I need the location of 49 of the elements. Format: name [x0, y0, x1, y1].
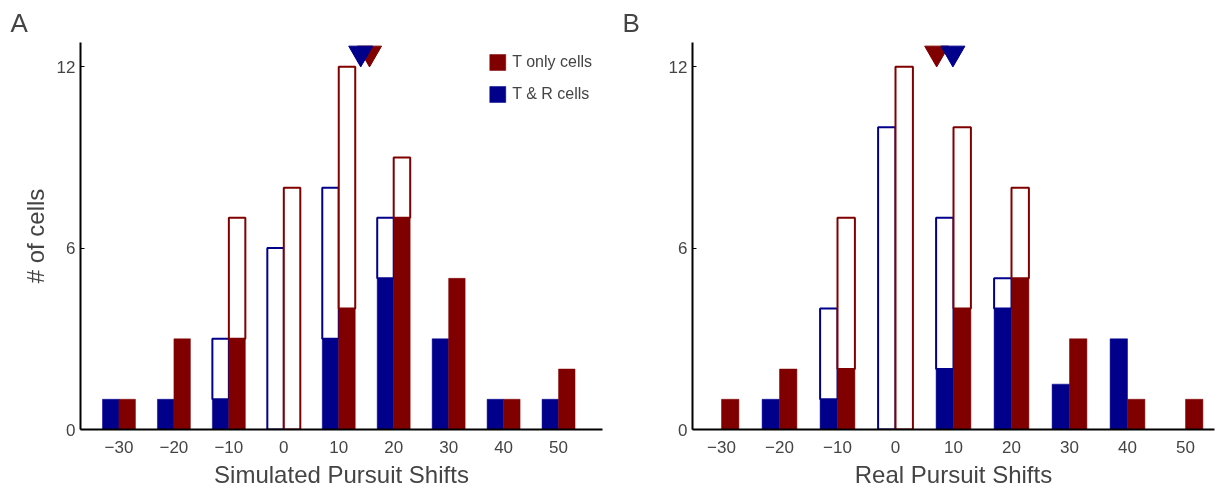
legend-label: T & R cells: [512, 85, 590, 103]
x-tick-label: 10: [944, 437, 963, 457]
bar: [779, 368, 798, 430]
x-tick-label: 20: [1002, 437, 1021, 457]
bar: [541, 399, 559, 430]
x-tick-label: 40: [1118, 437, 1137, 457]
bar: [102, 399, 120, 430]
y-tick-label: 6: [66, 239, 76, 259]
x-tick-label: 30: [439, 437, 459, 457]
y-axis-title: # of cells: [21, 188, 49, 284]
y-tick-label: 0: [66, 420, 76, 440]
x-tick-label: −20: [159, 437, 189, 457]
y-tick-label: 6: [678, 239, 688, 259]
y-tick-label: 0: [678, 420, 688, 440]
bar: [503, 399, 521, 430]
x-axis-title: Simulated Pursuit Shifts: [214, 460, 469, 488]
bar: [173, 338, 191, 430]
bar: [1185, 399, 1204, 430]
bar: [761, 399, 780, 430]
bar: [721, 399, 740, 430]
bar: [486, 399, 504, 430]
bar: [1127, 399, 1146, 430]
x-tick-label: −20: [765, 437, 794, 457]
chart-title: A: [10, 7, 29, 38]
x-tick-label: −30: [707, 437, 736, 457]
x-tick-label: 10: [329, 437, 349, 457]
bar: [448, 278, 466, 430]
y-tick-label: 12: [668, 57, 688, 77]
chart-title: B: [622, 7, 640, 38]
x-tick-label: 50: [1176, 437, 1195, 457]
x-tick-label: 50: [549, 437, 569, 457]
bar: [1069, 338, 1088, 430]
x-tick-label: 0: [279, 437, 289, 457]
bar: [558, 368, 576, 430]
x-axis-title: Real Pursuit Shifts: [854, 460, 1053, 488]
x-tick-label: 40: [494, 437, 514, 457]
x-tick-label: 0: [890, 437, 901, 457]
y-tick-label: 12: [56, 57, 76, 77]
x-tick-label: −10: [823, 437, 852, 457]
x-tick-label: −10: [214, 437, 244, 457]
bar: [1109, 338, 1128, 430]
x-tick-label: −30: [104, 437, 134, 457]
bar: [1051, 383, 1070, 430]
bar: [157, 399, 175, 430]
legend-label: T only cells: [512, 53, 592, 71]
bar: [118, 399, 136, 430]
bar: [431, 338, 449, 430]
x-tick-label: 30: [1060, 437, 1079, 457]
x-tick-label: 20: [384, 437, 404, 457]
